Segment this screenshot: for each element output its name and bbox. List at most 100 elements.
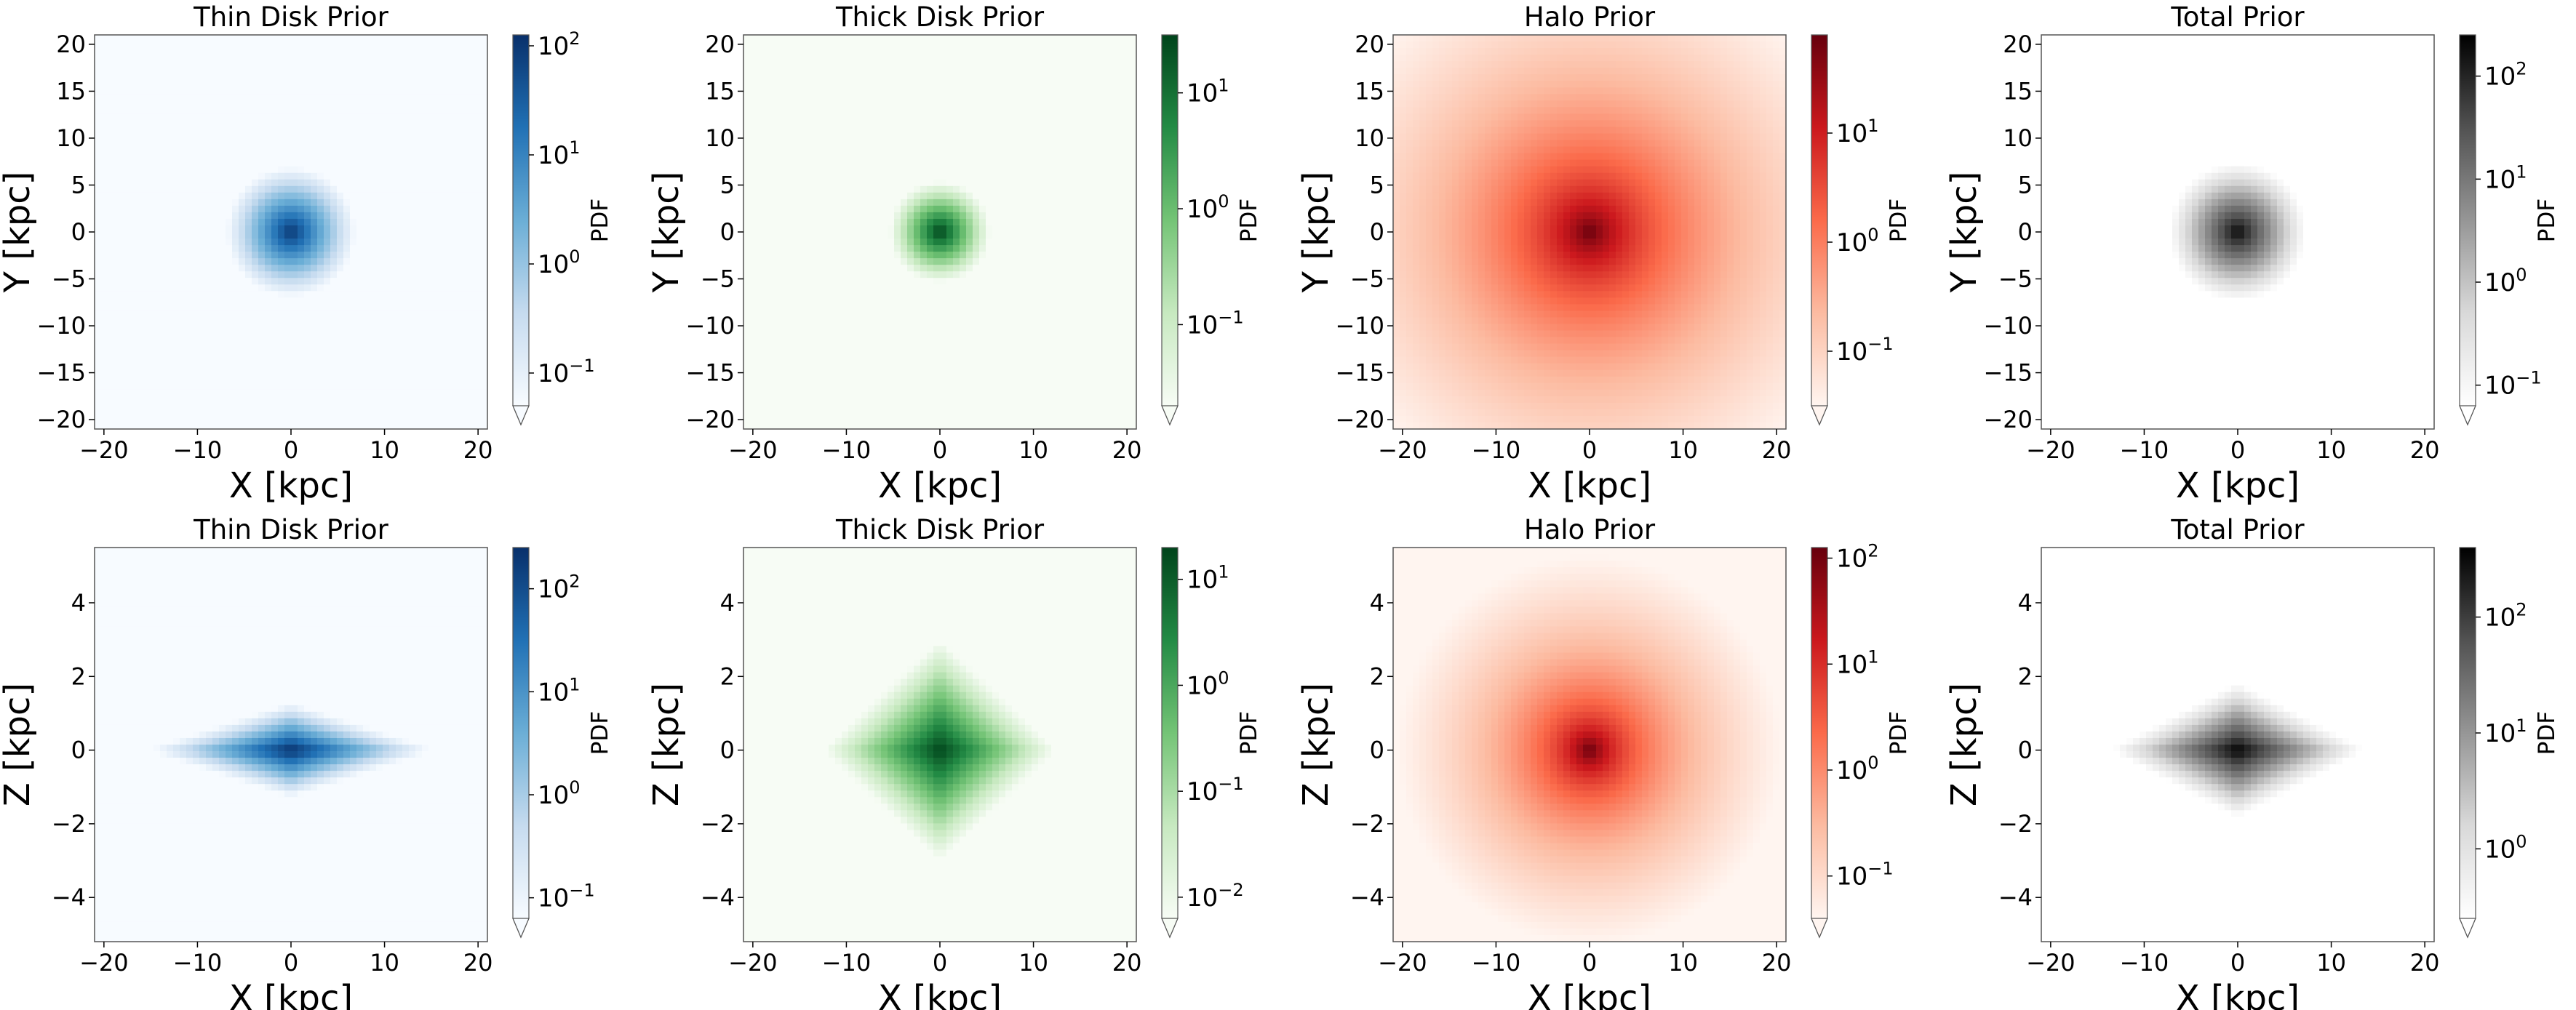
- heatmap-cell: [212, 317, 220, 325]
- heatmap-cell: [180, 350, 187, 358]
- heatmap-cell: [783, 100, 790, 108]
- subplot-thin-disk-xy: Thin Disk Prior−20 −10 0 10 2020151050−5−10−…: [0, 1, 613, 506]
- heatmap-cell: [239, 120, 246, 128]
- heatmap-cell: [868, 409, 875, 417]
- heatmap-cell: [258, 356, 266, 364]
- heatmap-cell: [816, 172, 823, 180]
- heatmap-cell: [402, 389, 410, 397]
- heatmap-cell: [239, 192, 246, 200]
- heatmap-cell: [422, 258, 429, 265]
- heatmap-cell: [147, 41, 154, 49]
- heatmap-cell: [415, 74, 423, 81]
- heatmap-cell: [265, 376, 272, 384]
- heatmap-cell: [448, 376, 455, 384]
- heatmap-cell: [848, 363, 856, 371]
- heatmap-cell: [212, 356, 220, 364]
- heatmap-cell: [101, 113, 108, 121]
- heatmap-cell: [409, 271, 416, 278]
- heatmap-cell: [291, 146, 298, 154]
- heatmap-cell: [474, 61, 482, 68]
- heatmap-cell: [802, 225, 810, 233]
- heatmap-cell: [317, 376, 324, 384]
- heatmap-cell: [389, 81, 396, 88]
- heatmap-cell: [219, 127, 226, 135]
- heatmap-cell: [226, 343, 233, 351]
- heatmap-cell: [855, 205, 862, 213]
- heatmap-cell: [180, 363, 187, 371]
- heatmap-cell: [252, 363, 259, 371]
- heatmap-cell: [468, 343, 475, 351]
- heatmap-cell: [114, 376, 121, 384]
- heatmap-cell: [330, 48, 338, 55]
- heatmap-cell: [848, 159, 856, 167]
- heatmap-cell: [448, 68, 455, 75]
- heatmap-cell: [206, 291, 213, 298]
- heatmap-cell: [868, 35, 875, 42]
- heatmap-cell: [402, 330, 410, 338]
- heatmap-cell: [239, 205, 246, 213]
- heatmap-cell: [396, 74, 403, 81]
- heatmap-cell: [881, 245, 888, 252]
- heatmap-cell: [232, 199, 239, 207]
- heatmap-cell: [291, 239, 298, 246]
- heatmap-cell: [468, 265, 475, 272]
- heatmap-cell: [265, 81, 272, 88]
- heatmap-cell: [265, 166, 272, 174]
- heatmap-cell: [108, 297, 115, 305]
- heatmap-cell: [396, 94, 403, 101]
- heatmap-cell: [140, 166, 148, 174]
- heatmap-cell: [370, 415, 377, 423]
- heatmap-cell: [219, 61, 226, 68]
- heatmap-cell: [167, 337, 174, 345]
- heatmap-cell: [415, 409, 423, 417]
- heatmap-cell: [291, 245, 298, 252]
- heatmap-cell: [455, 389, 462, 397]
- heatmap-cell: [396, 409, 403, 417]
- heatmap-cell: [855, 120, 862, 128]
- heatmap-cell: [252, 218, 259, 226]
- heatmap-cell: [835, 324, 842, 332]
- heatmap-cell: [763, 74, 770, 81]
- heatmap-cell: [245, 94, 252, 101]
- heatmap-cell: [252, 330, 259, 338]
- heatmap-cell: [743, 100, 751, 108]
- heatmap-cell: [311, 94, 318, 101]
- heatmap-cell: [101, 297, 108, 305]
- heatmap-cell: [258, 68, 266, 75]
- heatmap-cell: [402, 113, 410, 121]
- heatmap-cell: [95, 133, 102, 141]
- heatmap-cell: [435, 297, 442, 305]
- heatmap-cell: [206, 35, 213, 42]
- heatmap-cell: [180, 159, 187, 167]
- heatmap-cell: [481, 127, 488, 135]
- heatmap-cell: [435, 225, 442, 233]
- heatmap-cell: [127, 113, 135, 121]
- heatmap-cell: [167, 258, 174, 265]
- heatmap-cell: [140, 415, 148, 423]
- heatmap-cell: [448, 107, 455, 114]
- heatmap-cell: [409, 218, 416, 226]
- heatmap-cell: [383, 337, 390, 345]
- heatmap-cell: [356, 218, 364, 226]
- heatmap-cell: [298, 81, 305, 88]
- heatmap-cell: [448, 245, 455, 252]
- heatmap-cell: [317, 271, 324, 278]
- heatmap-cell: [422, 140, 429, 148]
- heatmap-cell: [428, 107, 436, 114]
- heatmap-cell: [271, 159, 279, 167]
- heatmap-cell: [258, 245, 266, 252]
- heatmap-cell: [258, 422, 266, 430]
- heatmap-cell: [396, 225, 403, 233]
- heatmap-cell: [160, 245, 167, 252]
- heatmap-cell: [239, 41, 246, 49]
- heatmap-cell: [199, 212, 207, 220]
- heatmap-cell: [226, 74, 233, 81]
- heatmap-cell: [101, 133, 108, 141]
- heatmap-cell: [842, 278, 849, 285]
- heatmap-cell: [127, 310, 135, 318]
- heatmap-cell: [809, 415, 816, 423]
- heatmap-cell: [376, 350, 383, 358]
- heatmap-cell: [402, 41, 410, 49]
- heatmap-cell: [881, 396, 888, 404]
- heatmap-cell: [468, 127, 475, 135]
